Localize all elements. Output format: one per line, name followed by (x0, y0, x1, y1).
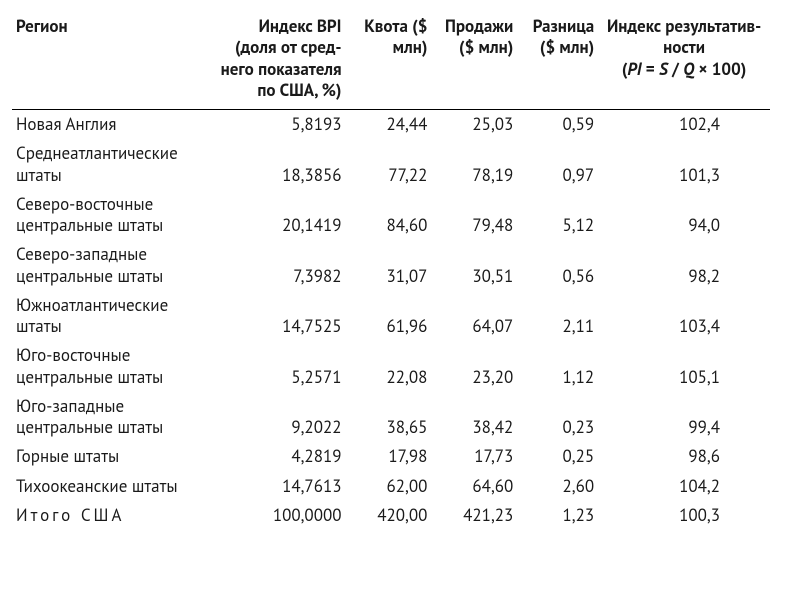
cell-pi: 104,2 (598, 472, 770, 501)
cell-quota: 22,08 (346, 341, 432, 392)
page: Регион Индекс BPI (доля от сред­него пок… (0, 0, 790, 596)
cell-bpi: 14,7613 (214, 472, 345, 501)
cell-region: Северо-западные центральные штаты (12, 240, 214, 291)
cell-bpi: 14,7525 (214, 291, 345, 342)
cell-quota: 38,65 (346, 392, 432, 443)
cell-sales: 38,42 (431, 392, 517, 443)
cell-bpi: 9,2022 (214, 392, 345, 443)
cell-bpi: 20,1419 (214, 190, 345, 241)
cell-region: Тихоокеанские штаты (12, 472, 214, 501)
cell-region: Северо-восточные центральные штаты (12, 190, 214, 241)
cell-region: Среднеатлантические штаты (12, 139, 214, 190)
cell-pi: 99,4 (598, 392, 770, 443)
cell-diff: 0,56 (517, 240, 598, 291)
table-row: Среднеатлантические штаты18,385677,2278,… (12, 139, 770, 190)
col-pi: Индекс результатив­ности (PI = S / Q × 1… (598, 10, 770, 110)
cell-pi-total: 100,3 (598, 501, 770, 530)
cell-sales: 23,20 (431, 341, 517, 392)
cell-bpi: 7,3982 (214, 240, 345, 291)
cell-pi: 105,1 (598, 341, 770, 392)
cell-quota: 62,00 (346, 472, 432, 501)
col-pi-label: Индекс результатив­ности (607, 15, 761, 58)
cell-region: Юго-западные центральные штаты (12, 392, 214, 443)
cell-pi: 98,6 (598, 442, 770, 471)
cell-pi: 94,0 (598, 190, 770, 241)
cell-bpi: 18,3856 (214, 139, 345, 190)
table-row: Тихоокеанские штаты14,761362,0064,602,60… (12, 472, 770, 501)
cell-sales: 64,07 (431, 291, 517, 342)
cell-quota: 24,44 (346, 110, 432, 140)
cell-quota: 17,98 (346, 442, 432, 471)
cell-diff: 0,23 (517, 392, 598, 443)
cell-sales: 25,03 (431, 110, 517, 140)
cell-sales: 79,48 (431, 190, 517, 241)
cell-diff: 2,60 (517, 472, 598, 501)
cell-quota: 84,60 (346, 190, 432, 241)
cell-sales-total: 421,23 (431, 501, 517, 530)
table-row: Юго-восточные центральные штаты5,257122,… (12, 341, 770, 392)
col-pi-formula: (PI = S / Q × 100) (622, 58, 746, 80)
cell-bpi: 5,2571 (214, 341, 345, 392)
table-row: Новая Англия5,819324,4425,030,59102,4 (12, 110, 770, 140)
table-header: Регион Индекс BPI (доля от сред­него пок… (12, 10, 770, 110)
table-row: Южноатлантические штаты14,752561,9664,07… (12, 291, 770, 342)
cell-pi: 102,4 (598, 110, 770, 140)
cell-diff: 2,11 (517, 291, 598, 342)
cell-quota: 31,07 (346, 240, 432, 291)
cell-bpi-total: 100,0000 (214, 501, 345, 530)
cell-bpi: 4,2819 (214, 442, 345, 471)
cell-region: Горные штаты (12, 442, 214, 471)
cell-diff: 0,25 (517, 442, 598, 471)
cell-pi: 101,3 (598, 139, 770, 190)
cell-region: Южноатлантические штаты (12, 291, 214, 342)
table-body: Новая Англия5,819324,4425,030,59102,4Сре… (12, 110, 770, 531)
cell-diff: 5,12 (517, 190, 598, 241)
cell-diff: 0,59 (517, 110, 598, 140)
table-row: Юго-западные центральные штаты9,202238,6… (12, 392, 770, 443)
col-region: Регион (12, 10, 214, 110)
cell-sales: 30,51 (431, 240, 517, 291)
table-row-total: Итого США100,0000420,00421,231,23100,3 (12, 501, 770, 530)
cell-quota: 61,96 (346, 291, 432, 342)
cell-sales: 17,73 (431, 442, 517, 471)
col-diff: Раз­ница ($ млн) (517, 10, 598, 110)
bpi-table: Регион Индекс BPI (доля от сред­него пок… (12, 10, 770, 530)
table-row: Горные штаты4,281917,9817,730,2598,6 (12, 442, 770, 471)
col-bpi: Индекс BPI (доля от сред­него показате­л… (214, 10, 345, 110)
table-row: Северо-западные центральные штаты7,39823… (12, 240, 770, 291)
cell-bpi: 5,8193 (214, 110, 345, 140)
cell-diff-total: 1,23 (517, 501, 598, 530)
cell-quota: 77,22 (346, 139, 432, 190)
cell-diff: 0,97 (517, 139, 598, 190)
cell-quota-total: 420,00 (346, 501, 432, 530)
cell-pi: 98,2 (598, 240, 770, 291)
cell-region-total: Итого США (12, 501, 214, 530)
cell-region: Новая Англия (12, 110, 214, 140)
cell-sales: 78,19 (431, 139, 517, 190)
cell-diff: 1,12 (517, 341, 598, 392)
col-sales: Про­дажи ($ млн) (431, 10, 517, 110)
cell-pi: 103,4 (598, 291, 770, 342)
cell-region: Юго-восточные центральные штаты (12, 341, 214, 392)
cell-sales: 64,60 (431, 472, 517, 501)
table-row: Северо-восточные центральные штаты20,141… (12, 190, 770, 241)
col-quota: Квота ($ млн) (346, 10, 432, 110)
